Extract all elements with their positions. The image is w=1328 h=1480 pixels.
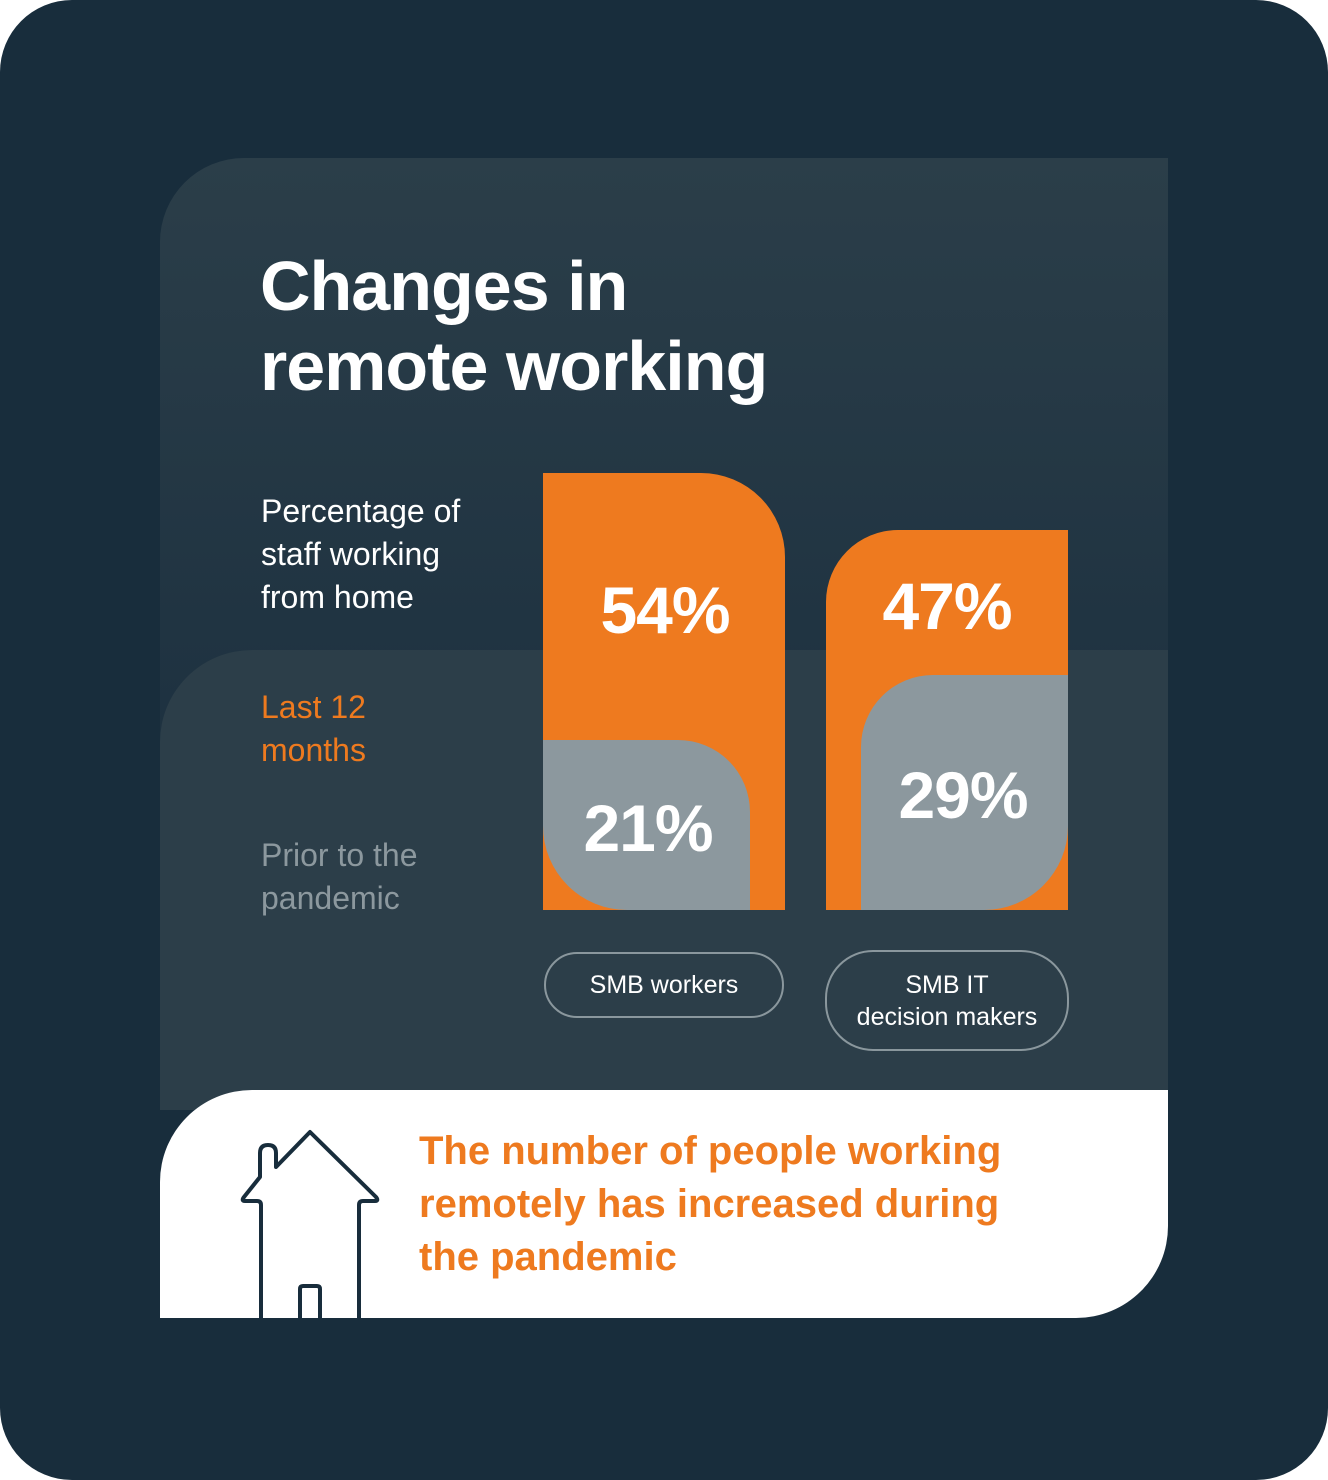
label-line: from home <box>261 579 414 615</box>
data-label: 54% <box>600 573 730 647</box>
label-line: Last 12 <box>261 689 366 725</box>
category-label-smb-it: SMB IT decision makers <box>825 950 1069 1051</box>
message-line: The number of people working <box>419 1129 1002 1173</box>
message-line: the pandemic <box>419 1235 677 1279</box>
footer-panel <box>160 1090 1168 1318</box>
footer-message: The number of people working remotely ha… <box>419 1125 1059 1284</box>
data-label: 21% <box>583 791 713 866</box>
house-icon <box>240 1130 380 1320</box>
category-label-smb-workers: SMB workers <box>544 952 784 1018</box>
category-text: SMB IT <box>905 970 989 999</box>
title-line: remote working <box>260 327 768 405</box>
data-label: 47% <box>882 568 1012 643</box>
title-line: Changes in <box>260 247 628 325</box>
page-title: Changes in remote working <box>260 246 768 406</box>
bar-smb-workers-prior <box>543 740 750 910</box>
category-text: decision makers <box>856 1002 1038 1031</box>
legend-recent: Last 12 months <box>261 686 366 772</box>
message-line: remotely has increased during <box>419 1182 1000 1226</box>
label-line: staff working <box>261 536 441 572</box>
bar-smb-it-prior <box>861 675 1068 910</box>
legend-prior: Prior to the pandemic <box>261 834 418 920</box>
label-line: pandemic <box>261 880 400 916</box>
category-text: SMB workers <box>589 971 739 999</box>
label-line: Prior to the <box>261 837 418 873</box>
label-line: Percentage of <box>261 493 461 529</box>
measure-label: Percentage of staff working from home <box>261 490 460 619</box>
data-label: 29% <box>898 758 1028 833</box>
label-line: months <box>261 732 366 768</box>
